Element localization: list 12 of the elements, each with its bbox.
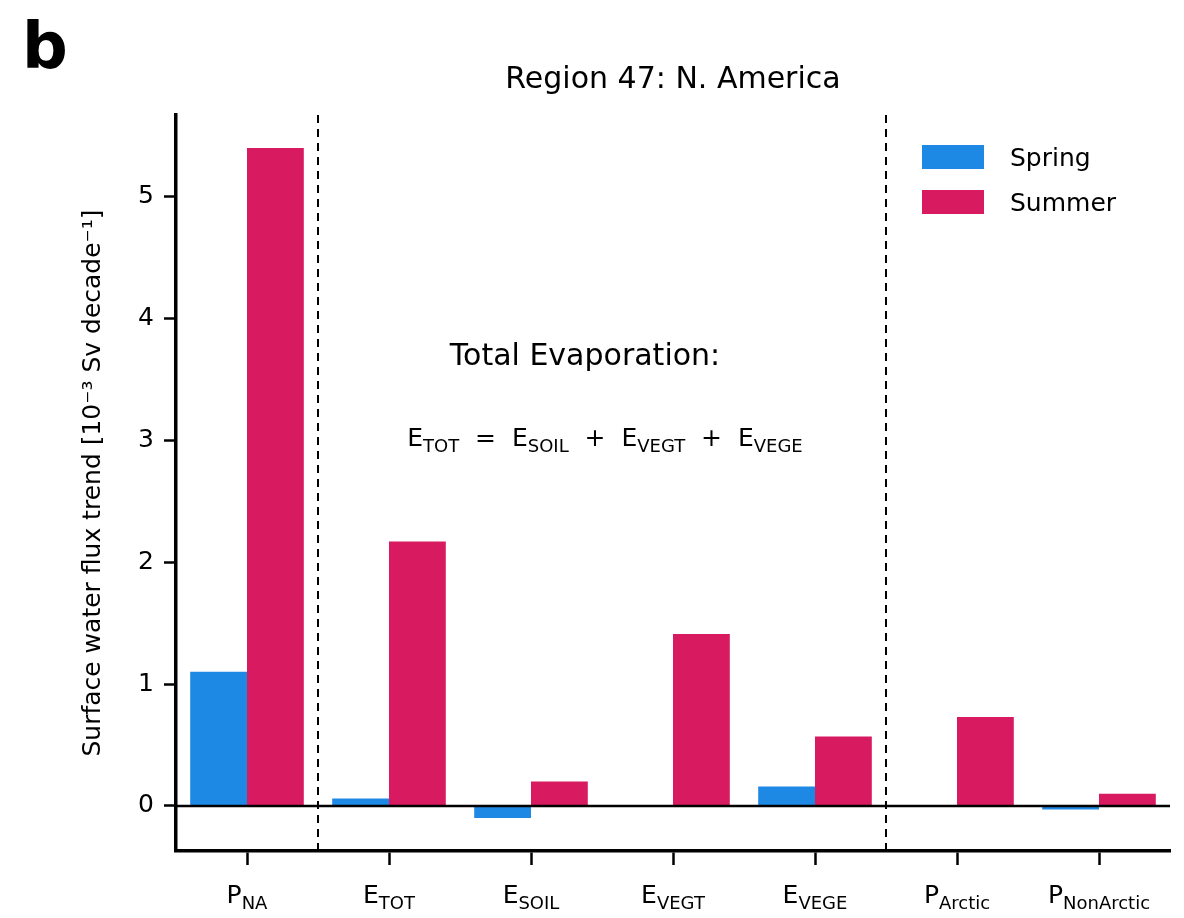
y-tick-label: 1 xyxy=(138,667,154,697)
y-tick-label: 2 xyxy=(138,545,154,575)
text: b xyxy=(22,9,68,83)
y-tick-label: 5 xyxy=(138,180,154,210)
legend-label: Spring xyxy=(1010,143,1091,172)
annotation: Total Evaporation: xyxy=(448,337,721,372)
legend-label: Summer xyxy=(1010,188,1117,217)
y-tick-label: 0 xyxy=(138,789,154,819)
y-tick-label: 3 xyxy=(138,423,154,453)
y-tick-label: 4 xyxy=(138,302,154,331)
chart-title: Region 47: N. America xyxy=(505,60,841,95)
y-axis-title: Surface water flux trend [10⁻³ Sv decade⁻¹] xyxy=(77,209,106,757)
